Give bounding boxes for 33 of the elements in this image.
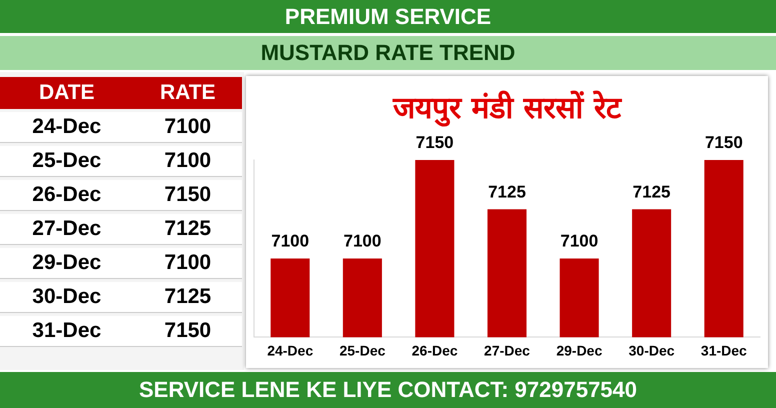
data-label: 7125 — [488, 182, 526, 202]
x-tick-label: 29-Dec — [556, 342, 602, 358]
text: 7150 — [164, 183, 212, 206]
x-tick-label: 26-Dec — [412, 342, 458, 358]
category-label: 24-Dec — [0, 112, 134, 143]
x-tick-label: 27-Dec — [484, 342, 530, 358]
text: 7100 — [164, 251, 212, 274]
text: 7125 — [164, 285, 212, 308]
data-label: 7150 — [416, 133, 454, 152]
category-label: 30-Dec — [0, 282, 134, 313]
text: PREMIUM SERVICE — [0, 0, 776, 33]
x-tick-label: 30-Dec — [628, 342, 675, 358]
data-label: 7100 — [271, 232, 310, 251]
chart-title: जयपुर मंडी सरसों रेट — [392, 90, 623, 127]
x-tick-label: 25-Dec — [339, 342, 386, 358]
category-label: 25-Dec — [0, 146, 134, 177]
category-label: 26-Dec — [0, 180, 134, 211]
text: RATE — [134, 77, 242, 109]
x-tick-label: 31-Dec — [700, 342, 748, 358]
text: 7100 — [164, 115, 212, 138]
text: 7125 — [164, 217, 212, 240]
data-label: 7150 — [704, 133, 743, 152]
data-label: 7100 — [344, 232, 382, 251]
text: MUSTARD RATE TREND — [0, 36, 776, 70]
text: DATE — [0, 77, 134, 109]
data-label: 7125 — [632, 182, 670, 202]
text: SERVICE LENE KE LIYE CONTACT: 9729757540 — [0, 372, 776, 408]
text: 7150 — [164, 319, 212, 342]
x-tick-label: 24-Dec — [267, 342, 314, 358]
category-label: 27-Dec — [0, 214, 134, 245]
category-label: 29-Dec — [0, 248, 134, 279]
data-label: 7100 — [560, 232, 598, 251]
text: 7100 — [164, 149, 212, 172]
